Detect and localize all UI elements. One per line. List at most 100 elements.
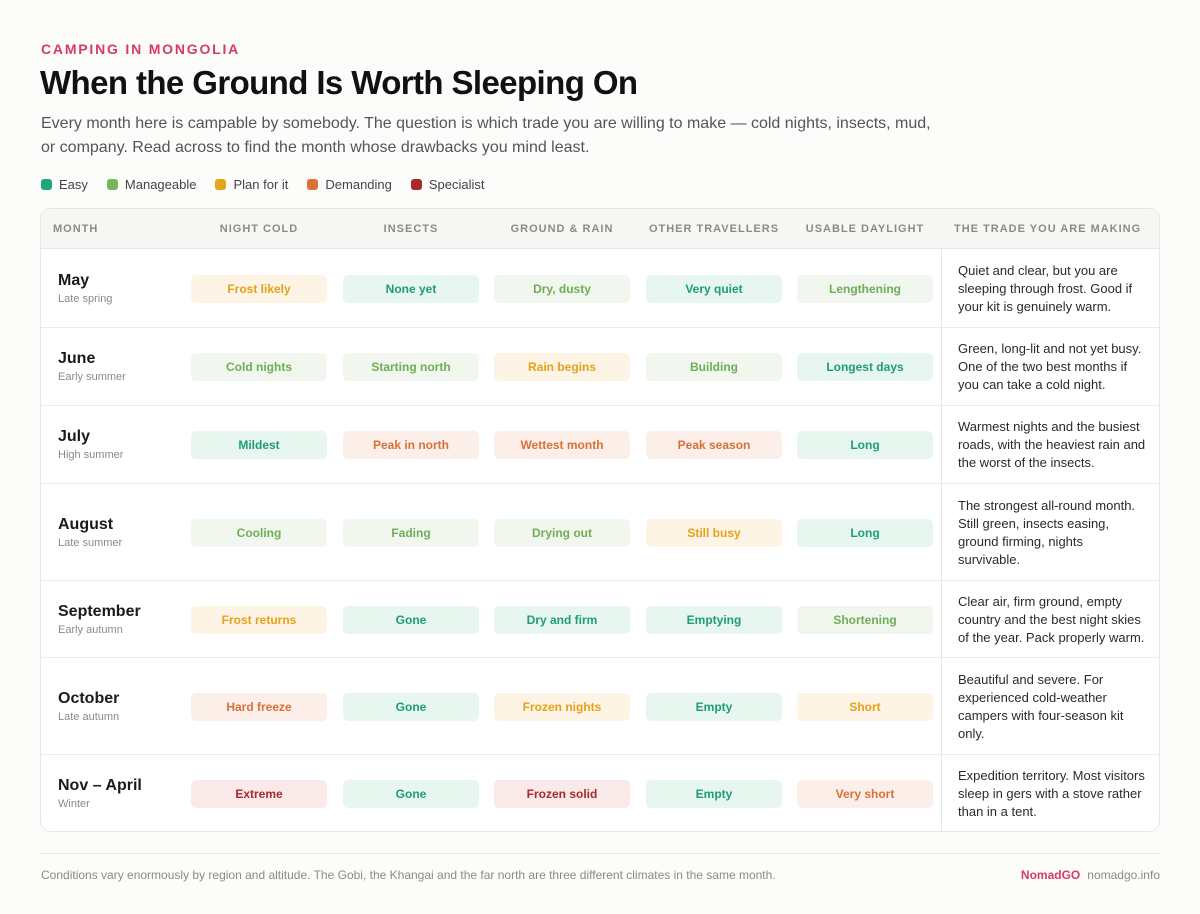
legend-swatch-plan	[215, 179, 227, 190]
month-cell: July High summer	[58, 427, 123, 462]
other-travellers-badge: Very quiet	[646, 274, 782, 303]
table-row: Nov – April Winter Extreme Gone Frozen solid…	[41, 755, 1159, 831]
month-name: June	[58, 350, 96, 367]
month-cell: May Late spring	[58, 271, 112, 306]
month-season: Early summer	[58, 371, 126, 383]
usable-daylight-badge: Long	[797, 518, 933, 547]
conditions-table: MONTH NIGHT COLD INSECTS GROUND & RAIN O…	[40, 208, 1160, 832]
insects-badge: None yet	[343, 274, 479, 303]
month-season: Winter	[58, 798, 90, 810]
trade-column-divider	[941, 249, 942, 831]
column-header-month: MONTH	[53, 223, 99, 235]
night-cold-badge: Extreme	[191, 780, 327, 808]
insects-badge: Peak in north	[343, 431, 479, 459]
ground-rain-badge: Dry, dusty	[494, 274, 630, 303]
month-cell: August Late summer	[58, 515, 122, 550]
month-name: Nov – April	[58, 777, 142, 794]
ground-rain-badge: Wettest month	[494, 431, 630, 459]
other-travellers-badge: Empty	[646, 780, 782, 808]
trade-description: Expedition territory. Most visitors slee…	[958, 768, 1145, 819]
month-name: September	[58, 602, 141, 620]
intro-text: Every month here is campable by somebody…	[41, 115, 931, 156]
legend-label: Manageable	[124, 177, 197, 192]
column-header-insects: INSECTS	[383, 223, 439, 235]
insects-badge: Gone	[343, 605, 479, 634]
month-season: Late spring	[58, 292, 113, 305]
table-row: October Late autumn Hard freeze Gone Frozen …	[41, 658, 1159, 755]
table-row: May Late spring Frost likely None yet Dry, d…	[41, 249, 1159, 328]
other-travellers-badge: Still busy	[646, 518, 782, 547]
table-row: August Late summer Cooling Fading Drying out…	[41, 484, 1159, 581]
legend-item-manageable: Manageable	[106, 177, 197, 192]
trade-description: Warmest nights and the busiest roads, wi…	[958, 419, 1146, 470]
other-travellers-badge: Empty	[646, 692, 782, 721]
night-cold-badge: Cold nights	[191, 353, 327, 381]
ground-rain-badge: Rain begins	[494, 353, 630, 381]
table-header: MONTH NIGHT COLD INSECTS GROUND & RAIN O…	[41, 209, 1159, 249]
insects-badge: Starting north	[343, 353, 479, 381]
brand-logo-text[interactable]: NomadGO	[1020, 868, 1081, 882]
legend-label: Specialist	[428, 177, 485, 192]
usable-daylight-badge: Long	[797, 431, 933, 459]
other-travellers-badge: Building	[646, 353, 782, 381]
trade-description: Beautiful and severe. For experienced co…	[958, 671, 1124, 741]
ground-rain-badge: Frozen solid	[494, 780, 630, 808]
legend-label: Easy	[59, 177, 88, 192]
column-header-night-cold: NIGHT COLD	[219, 223, 299, 235]
night-cold-badge: Frost returns	[191, 605, 327, 634]
legend-item-demanding: Demanding	[307, 177, 392, 192]
legend: Easy Manageable Plan for it Demanding Sp…	[41, 177, 504, 192]
month-name: July	[58, 428, 91, 445]
footer-divider	[40, 853, 1160, 854]
column-header-trade: THE TRADE YOU ARE MAKING	[954, 223, 1142, 235]
night-cold-badge: Frost likely	[191, 274, 327, 303]
month-cell: Nov – April Winter	[58, 776, 142, 811]
month-cell: June Early summer	[58, 349, 126, 384]
trade-description: Quiet and clear, but you are sleeping th…	[958, 262, 1133, 314]
legend-item-specialist: Specialist	[410, 177, 485, 192]
legend-swatch-easy	[41, 179, 52, 190]
month-cell: October Late autumn	[58, 689, 119, 724]
usable-daylight-badge: Lengthening	[797, 274, 933, 303]
trade-description: The strongest all-round month. Still gre…	[958, 497, 1136, 567]
ground-rain-badge: Frozen nights	[494, 692, 630, 721]
month-name: August	[58, 515, 114, 533]
other-travellers-badge: Emptying	[646, 605, 782, 634]
trade-description: Clear air, firm ground, empty country an…	[958, 593, 1145, 645]
usable-daylight-badge: Very short	[797, 780, 933, 808]
legend-label: Demanding	[325, 177, 392, 192]
month-cell: September Early autumn	[58, 602, 141, 637]
page-title: When the Ground Is Worth Sleeping On	[40, 64, 638, 101]
month-name: May	[58, 271, 90, 289]
brand: NomadGO nomadgo.info	[1021, 868, 1160, 882]
table-row: July High summer Mildest Peak in north Wette…	[41, 406, 1159, 484]
column-header-other-travellers: OTHER TRAVELLERS	[648, 223, 780, 235]
month-season: Early autumn	[58, 623, 123, 636]
month-season: Late summer	[58, 536, 123, 549]
legend-item-easy: Easy	[41, 177, 88, 192]
footnote: Conditions vary enormously by region and…	[41, 868, 776, 882]
table-row: June Early summer Cold nights Starting nort…	[41, 328, 1159, 406]
ground-rain-badge: Drying out	[494, 518, 630, 547]
night-cold-badge: Cooling	[191, 518, 327, 547]
night-cold-badge: Hard freeze	[191, 692, 327, 721]
usable-daylight-badge: Short	[797, 692, 933, 721]
usable-daylight-badge: Longest days	[797, 353, 933, 381]
column-header-usable-daylight: USABLE DAYLIGHT	[805, 223, 925, 235]
brand-site-link[interactable]: nomadgo.info	[1087, 868, 1160, 882]
month-season: Late autumn	[58, 710, 120, 723]
usable-daylight-badge: Shortening	[797, 605, 933, 634]
other-travellers-badge: Peak season	[646, 431, 782, 459]
legend-swatch-demanding	[307, 179, 319, 190]
night-cold-badge: Mildest	[191, 431, 327, 459]
ground-rain-badge: Dry and firm	[494, 605, 630, 634]
month-season: High summer	[58, 449, 124, 461]
month-name: October	[58, 689, 120, 707]
trade-description: Green, long-lit and not yet busy. One of…	[958, 341, 1142, 392]
legend-label: Plan for it	[233, 177, 289, 192]
insects-badge: Fading	[343, 518, 479, 547]
legend-swatch-specialist	[410, 179, 422, 190]
insects-badge: Gone	[343, 780, 479, 808]
legend-swatch-manageable	[106, 179, 118, 190]
legend-item-plan: Plan for it	[215, 177, 288, 192]
